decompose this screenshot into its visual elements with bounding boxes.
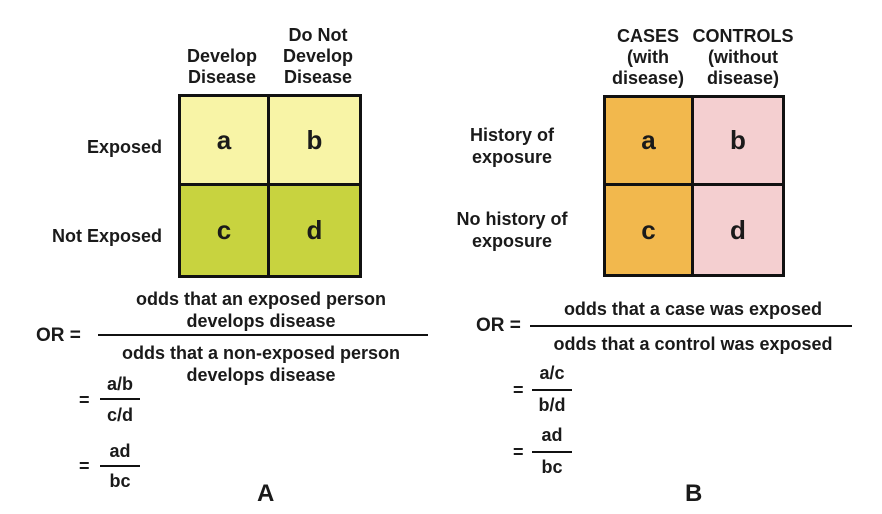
panel-b-col-header-cases: CASES (with disease) — [611, 26, 685, 88]
panel-b-cell-a: a — [606, 98, 694, 186]
panel-a-cell-b: b — [270, 97, 359, 186]
panel-b-fraction-line — [530, 325, 852, 327]
panel-a-step1-line — [100, 398, 140, 400]
panel-b-numerator: odds that a case was exposed — [563, 299, 823, 319]
panel-b-step1-line — [532, 389, 572, 391]
panel-b-step2-eq: = — [513, 442, 524, 462]
panel-b-cell-b: b — [694, 98, 782, 186]
panel-b-col-header-controls: CONTROLS (without disease) — [692, 26, 794, 88]
panel-a-or-label: OR = — [36, 325, 81, 346]
panel-a-step2-num: ad — [109, 441, 131, 461]
panel-a-step2-eq: = — [79, 456, 90, 476]
panel-a-label: A — [257, 480, 275, 507]
panel-a-cell-a: a — [181, 97, 270, 186]
panel-b-cell-c: c — [606, 186, 694, 274]
panel-b-step2-num: ad — [541, 425, 563, 445]
panel-a-2x2-table: a b c d — [178, 94, 362, 278]
panel-a-row-label-exposed: Exposed — [86, 137, 162, 157]
panel-b-label: B — [685, 480, 703, 507]
panel-b-2x2-table: a b c d — [603, 95, 785, 277]
panel-a-step1-num: a/b — [106, 374, 133, 394]
panel-a-row-label-not-exposed: Not Exposed — [51, 226, 162, 246]
panel-a-denominator: odds that a non-exposed person develops … — [121, 343, 401, 385]
panel-a-col-header-develop: Develop Disease — [186, 46, 258, 87]
panel-b-step1-den: b/d — [538, 395, 566, 415]
panel-b-step2-line — [532, 451, 572, 453]
panel-b-step2-den: bc — [541, 457, 563, 477]
panel-a-cell-c: c — [181, 186, 270, 275]
panel-b-step1-eq: = — [513, 380, 524, 400]
panel-b-cell-d: d — [694, 186, 782, 274]
panel-a-step1-den: c/d — [106, 405, 133, 425]
panel-b-step1-num: a/c — [539, 363, 565, 383]
panel-a-col-header-not-develop: Do Not Develop Disease — [282, 25, 354, 87]
panel-a-step2-den: bc — [109, 471, 131, 491]
panel-b-denominator: odds that a control was exposed — [553, 334, 833, 354]
panel-b-row-label-history: History of exposure — [469, 125, 554, 167]
panel-a-cell-d: d — [270, 186, 359, 275]
panel-a-fraction-line — [98, 334, 428, 336]
panel-b-row-label-no-history: No history of exposure — [456, 209, 568, 251]
panel-b-or-label: OR = — [476, 315, 521, 336]
panel-a-step2-line — [100, 465, 140, 467]
panel-a-step1-eq: = — [79, 390, 90, 410]
panel-a-numerator: odds that an exposed person develops dis… — [135, 289, 387, 331]
